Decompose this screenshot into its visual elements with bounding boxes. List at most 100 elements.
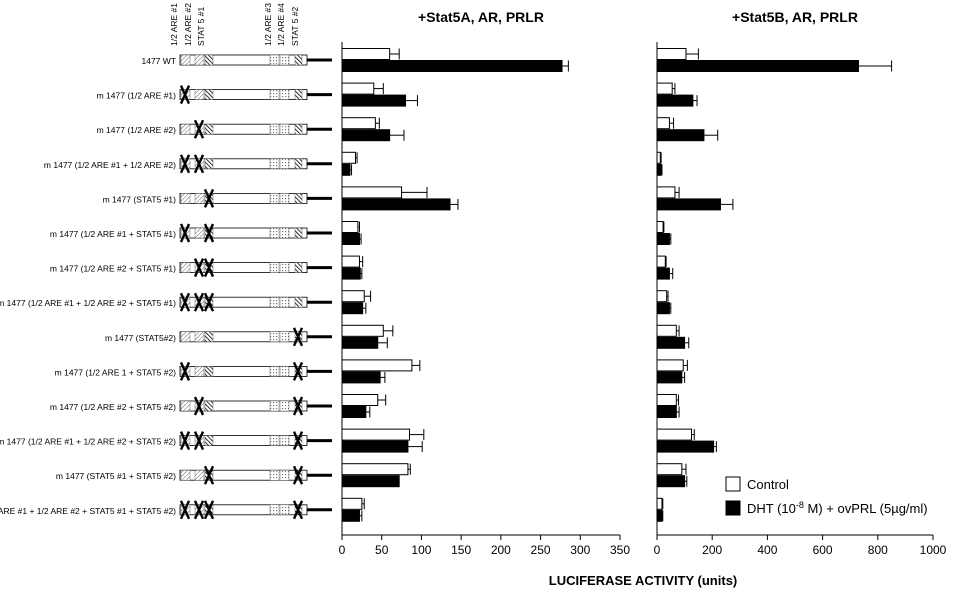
mutation-x-icon — [179, 500, 191, 520]
construct-element — [180, 193, 191, 204]
construct-element — [204, 158, 214, 170]
construct-element — [269, 366, 280, 377]
x-tick-label: 350 — [610, 543, 630, 557]
mutation-x-icon — [193, 258, 205, 278]
mutation-x-icon — [179, 361, 191, 381]
bar-control — [341, 359, 413, 372]
bar-dht — [341, 267, 361, 280]
construct-element — [294, 158, 303, 170]
construct-element — [279, 158, 290, 170]
mutation-x-icon — [203, 223, 215, 243]
mutation-x-icon — [193, 154, 205, 174]
bar-dht — [656, 60, 859, 72]
bar-control — [341, 151, 357, 164]
construct-element — [204, 331, 214, 342]
bar-control — [656, 186, 676, 199]
mutation-x-icon — [179, 223, 191, 243]
construct-element — [294, 193, 303, 204]
construct-element — [294, 297, 303, 308]
construct-row-label: m 1477 (1/2 ARE #2) — [97, 125, 177, 135]
construct-header-label: STAT 5 #1 — [196, 7, 206, 46]
construct-header-label: 1/2 ARE #3 — [263, 3, 273, 46]
x-tick-label: 800 — [868, 543, 888, 557]
mutation-x-icon — [203, 465, 215, 485]
construct-header-label: 1/2 ARE #2 — [183, 3, 193, 46]
construct-element — [294, 54, 303, 66]
construct-row-label: m 1477 (1/2 ARE #1) — [97, 91, 177, 101]
bar-dht — [341, 406, 367, 418]
construct-row-label: m 1477 (1/2 ARE #2 + STAT5 #2) — [50, 402, 176, 412]
mutation-x-icon — [203, 292, 215, 312]
legend-dht-prefix: DHT (10 — [747, 501, 796, 516]
bar-control — [656, 497, 663, 510]
construct-element — [180, 123, 191, 135]
x-axis-label: LUCIFERASE ACTIVITY (units) — [549, 573, 738, 588]
mutation-x-icon — [179, 292, 191, 312]
construct-element — [294, 227, 303, 239]
construct-element — [294, 262, 303, 273]
bar-control — [341, 221, 359, 233]
x-tick-label: 200 — [491, 543, 511, 557]
bar-control — [341, 463, 409, 476]
construct-element — [269, 262, 280, 273]
mutation-x-icon — [203, 258, 215, 278]
construct-element — [269, 193, 280, 204]
construct-element — [204, 366, 214, 377]
bar-dht — [656, 440, 715, 453]
bar-control — [656, 82, 673, 95]
bar-dht — [656, 336, 686, 349]
bar-control — [656, 394, 677, 406]
bar-dht — [341, 336, 379, 349]
legend-label-control: Control — [747, 477, 789, 492]
construct-element — [194, 331, 205, 342]
construct-element — [180, 262, 191, 273]
bar-control — [656, 117, 670, 130]
mutation-x-icon — [193, 431, 205, 451]
legend: Control DHT (10-8 M) + ovPRL (5µg/ml) — [725, 476, 928, 516]
bar-dht — [656, 94, 694, 107]
mutation-x-icon — [193, 396, 205, 416]
bar-dht — [656, 198, 721, 211]
construct-row-label: m 1477 (1/2 ARE #1 + 1/2 ARE #2) — [44, 160, 176, 170]
construct-element — [269, 400, 280, 412]
construct-element — [279, 193, 290, 204]
bar-control — [656, 463, 683, 476]
construct-element — [204, 89, 214, 100]
legend-label-dht: DHT (10-8 M) + ovPRL (5µg/ml) — [747, 500, 928, 516]
construct-row-label: m 1477 (STAT5 #1) — [103, 194, 177, 204]
bar-control — [341, 497, 363, 510]
legend-swatch-control — [725, 476, 741, 492]
panel-stat5b: +Stat5B, AR, PRLR 0 200 400 600 800 1000 — [654, 9, 947, 557]
x-tick-label: 150 — [451, 543, 471, 557]
construct-row-label: m 1477 (STAT5#2) — [105, 333, 176, 343]
bar-dht — [656, 509, 663, 522]
bar-dht — [656, 233, 670, 245]
panel-title: +Stat5A, AR, PRLR — [418, 9, 544, 25]
bar-dht — [341, 129, 391, 142]
bar-control — [341, 290, 365, 303]
bar-dht — [341, 198, 451, 211]
construct-element — [279, 331, 290, 342]
bar-control — [656, 48, 687, 60]
construct-header-label: 1/2 ARE #4 — [276, 3, 286, 46]
bar-control — [656, 428, 692, 441]
construct-element — [204, 123, 214, 135]
bar-dht — [341, 475, 400, 488]
x-tick-label: 0 — [339, 543, 346, 557]
bar-control — [656, 324, 677, 337]
x-tick-label: 50 — [375, 543, 389, 557]
bar-control — [656, 151, 661, 164]
construct-element — [204, 54, 214, 66]
mutation-x-icon — [292, 361, 304, 381]
x-tick-label: 200 — [702, 543, 722, 557]
construct-element — [269, 470, 280, 481]
x-tick-label: 250 — [531, 543, 551, 557]
construct-element — [269, 227, 280, 239]
bar-control — [341, 82, 375, 95]
mutation-x-icon — [179, 85, 191, 105]
construct-element — [269, 123, 280, 135]
bar-dht — [341, 302, 364, 315]
bar-dht — [656, 302, 670, 315]
x-tick-label: 100 — [411, 543, 431, 557]
construct-row-label: m 1477 (1/2 ARE #1 + 1/2 ARE #2 + STAT5 … — [0, 437, 176, 447]
